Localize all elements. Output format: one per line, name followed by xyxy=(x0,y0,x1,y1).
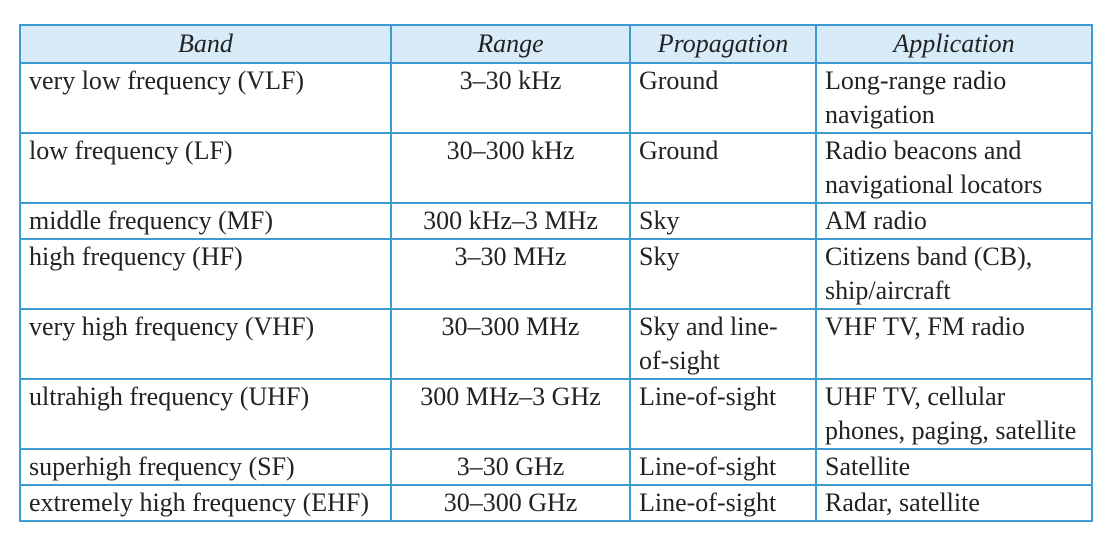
cell-band: superhigh frequency (SF) xyxy=(19,448,392,486)
cell-range: 30–300 kHz xyxy=(390,132,631,204)
cell-propagation: Ground xyxy=(629,62,817,134)
cell-range: 3–30 kHz xyxy=(390,62,631,134)
table-row: high frequency (HF) 3–30 MHz Sky Citizen… xyxy=(19,238,1093,310)
cell-propagation: Sky xyxy=(629,202,817,240)
cell-propagation: Sky xyxy=(629,238,817,310)
cell-range: 3–30 GHz xyxy=(390,448,631,486)
header-range: Range xyxy=(390,24,631,64)
cell-application: UHF TV, cellular phones, paging, satelli… xyxy=(815,378,1093,450)
cell-propagation: Line-of-sight xyxy=(629,378,817,450)
cell-application: Citizens band (CB), ship/aircraft xyxy=(815,238,1093,310)
table-row: low frequency (LF) 30–300 kHz Ground Rad… xyxy=(19,132,1093,204)
table-row: very high frequency (VHF) 30–300 MHz Sky… xyxy=(19,308,1093,380)
cell-propagation: Sky and line-of-sight xyxy=(629,308,817,380)
table-row: extremely high frequency (EHF) 30–300 GH… xyxy=(19,484,1093,522)
cell-application: Radar, satellite xyxy=(815,484,1093,522)
cell-band: very low frequency (VLF) xyxy=(19,62,392,134)
header-application: Application xyxy=(815,24,1093,64)
cell-band: extremely high frequency (EHF) xyxy=(19,484,392,522)
cell-band: ultrahigh frequency (UHF) xyxy=(19,378,392,450)
cell-band: high frequency (HF) xyxy=(19,238,392,310)
cell-band: low frequency (LF) xyxy=(19,132,392,204)
cell-range: 30–300 MHz xyxy=(390,308,631,380)
cell-application: Long-range radio navigation xyxy=(815,62,1093,134)
table-row: superhigh frequency (SF) 3–30 GHz Line-o… xyxy=(19,448,1093,486)
cell-range: 300 kHz–3 MHz xyxy=(390,202,631,240)
table-row: very low frequency (VLF) 3–30 kHz Ground… xyxy=(19,62,1093,134)
table-header: Band Range Propagation Application xyxy=(19,24,1093,64)
cell-range: 3–30 MHz xyxy=(390,238,631,310)
table-row: ultrahigh frequency (UHF) 300 MHz–3 GHz … xyxy=(19,378,1093,450)
cell-range: 300 MHz–3 GHz xyxy=(390,378,631,450)
table-row: middle frequency (MF) 300 kHz–3 MHz Sky … xyxy=(19,202,1093,240)
cell-application: Radio beacons and navigational locators xyxy=(815,132,1093,204)
cell-application: AM radio xyxy=(815,202,1093,240)
cell-propagation: Line-of-sight xyxy=(629,448,817,486)
frequency-band-table-container: Band Range Propagation Application very … xyxy=(19,24,1093,522)
cell-band: very high frequency (VHF) xyxy=(19,308,392,380)
cell-range: 30–300 GHz xyxy=(390,484,631,522)
header-row: Band Range Propagation Application xyxy=(19,24,1093,64)
cell-application: Satellite xyxy=(815,448,1093,486)
cell-band: middle frequency (MF) xyxy=(19,202,392,240)
header-band: Band xyxy=(19,24,392,64)
cell-propagation: Ground xyxy=(629,132,817,204)
frequency-band-table: Band Range Propagation Application very … xyxy=(19,24,1093,522)
cell-propagation: Line-of-sight xyxy=(629,484,817,522)
header-propagation: Propagation xyxy=(629,24,817,64)
table-body: very low frequency (VLF) 3–30 kHz Ground… xyxy=(19,62,1093,522)
cell-application: VHF TV, FM radio xyxy=(815,308,1093,380)
